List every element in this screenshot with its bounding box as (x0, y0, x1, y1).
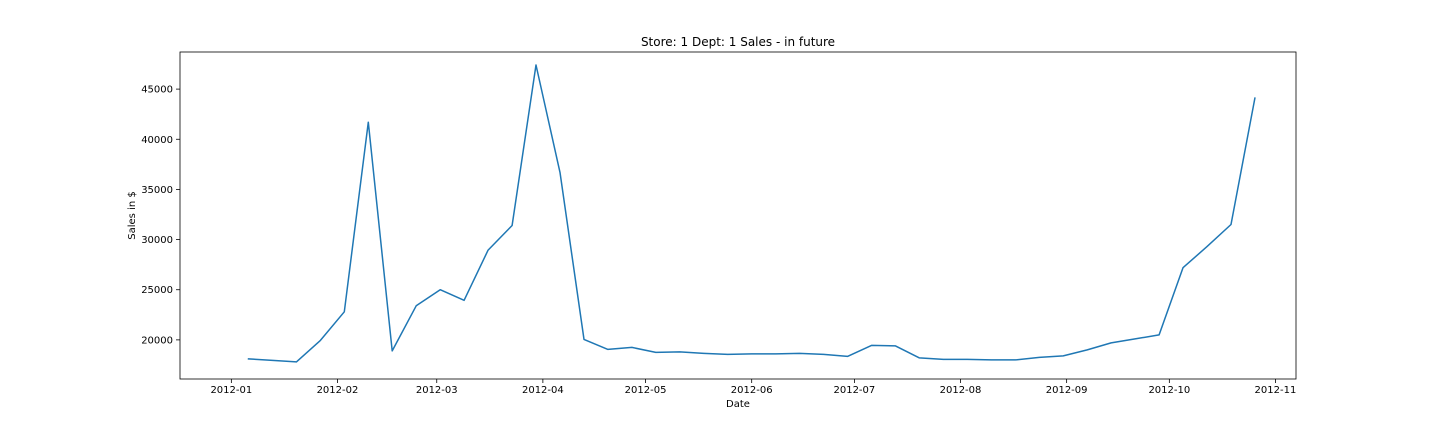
y-tick-label: 45000 (141, 85, 173, 96)
x-tick-label: 2012-09 (1046, 385, 1088, 396)
x-tick-label: 2012-04 (522, 385, 564, 396)
y-tick-label: 30000 (141, 235, 173, 246)
x-tick-label: 2012-10 (1148, 385, 1190, 396)
x-tick-label: 2012-07 (833, 385, 875, 396)
x-tick-label: 2012-11 (1255, 385, 1297, 396)
x-tick-label: 2012-02 (317, 385, 359, 396)
sales-line (247, 64, 1256, 363)
y-axis-label: Sales in $ (127, 191, 138, 239)
x-axis-label: Date (726, 399, 750, 410)
y-tick-label: 25000 (141, 285, 173, 296)
axis-ticks: 2012-01 2012-02 2012-03 2012-04 2012-05 2012-… (141, 85, 1296, 396)
y-tick-label: 35000 (141, 185, 173, 196)
y-tick-label: 20000 (141, 335, 173, 346)
y-tick-label: 40000 (141, 135, 173, 146)
x-tick-label: 2012-08 (940, 385, 982, 396)
x-tick-label: 2012-01 (210, 385, 252, 396)
x-tick-label: 2012-03 (416, 385, 458, 396)
plot-frame (179, 51, 1297, 380)
x-tick-label: 2012-06 (731, 385, 773, 396)
chart-title: Store: 1 Dept: 1 Sales - in future (641, 35, 835, 49)
plot-background (180, 52, 1296, 379)
x-tick-label: 2012-05 (625, 385, 667, 396)
